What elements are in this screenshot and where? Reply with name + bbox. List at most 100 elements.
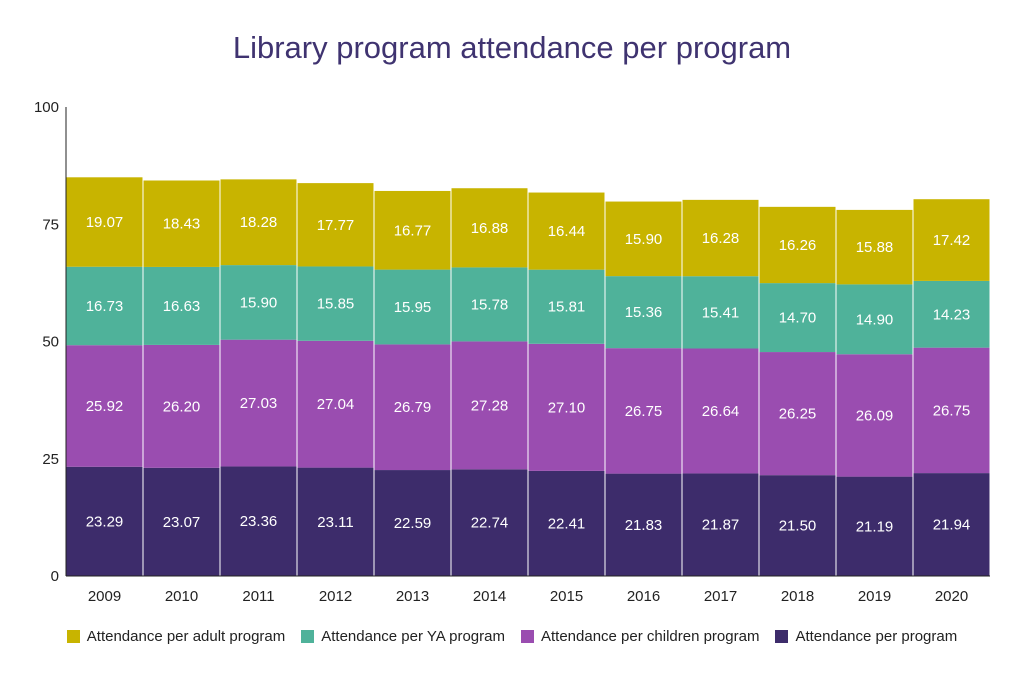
x-tick-label: 2016: [627, 588, 660, 605]
bar-value-label: 15.88: [856, 239, 894, 256]
legend-swatch: [775, 630, 789, 643]
bar-value-label: 26.75: [625, 403, 663, 420]
bar-value-label: 16.77: [394, 222, 432, 239]
x-tick-label: 2012: [319, 588, 352, 605]
bar-segment: [143, 467, 220, 576]
bar-value-label: 26.64: [702, 403, 740, 420]
legend-label: Attendance per YA program: [321, 628, 505, 645]
bar-value-label: 17.77: [317, 217, 355, 234]
bar-value-label: 21.50: [779, 518, 817, 535]
x-tick-label: 2011: [242, 588, 274, 605]
bar-value-label: 16.26: [779, 237, 817, 254]
bar-segment: [451, 469, 528, 576]
bar-segment: [143, 266, 220, 345]
legend-swatch: [520, 630, 534, 643]
bar-segment: [913, 199, 990, 281]
legend-swatch: [66, 630, 80, 643]
x-tick-label: 2010: [165, 588, 198, 605]
bar-value-label: 25.92: [86, 398, 124, 415]
bar-segment: [682, 348, 759, 474]
legend-item: Attendance per program: [775, 628, 957, 645]
bar-segment: [451, 341, 528, 470]
bar-segment: [682, 199, 759, 277]
bar-segment: [451, 267, 528, 342]
legend-item: Attendance per YA program: [301, 628, 505, 645]
bar-segment: [913, 473, 990, 576]
bar-segment: [66, 345, 143, 467]
x-tick-label: 2015: [550, 588, 583, 605]
legend-label: Attendance per adult program: [86, 628, 286, 645]
bar-segment: [528, 343, 605, 471]
bar-value-label: 26.25: [779, 406, 817, 423]
bar-segment: [297, 340, 374, 468]
bar-segment: [913, 347, 990, 474]
bar-value-label: 26.79: [394, 399, 432, 416]
legend-label: Attendance per program: [795, 628, 958, 645]
bar-segment: [913, 280, 990, 348]
bar-value-label: 23.29: [86, 513, 124, 530]
bar-value-label: 19.07: [86, 214, 124, 231]
bar-segment: [374, 190, 451, 270]
bar-segment: [759, 283, 836, 353]
bar-segment: [66, 266, 143, 346]
bar-segment: [528, 269, 605, 344]
x-tick-label: 2018: [781, 588, 814, 605]
bar-segment: [66, 177, 143, 267]
bar-value-label: 26.75: [933, 402, 971, 419]
bar-value-label: 15.95: [394, 299, 432, 316]
x-tick-label: 2017: [704, 588, 737, 605]
bar-value-label: 14.90: [856, 311, 894, 328]
bar-segment: [528, 192, 605, 270]
bar-segment: [605, 276, 682, 349]
bar-value-label: 23.11: [317, 514, 353, 531]
bar-value-label: 16.44: [548, 223, 586, 240]
bar-segment: [374, 269, 451, 345]
x-tick-label: 2013: [396, 588, 429, 605]
bar-segment: [528, 470, 605, 576]
bar-value-label: 16.63: [163, 298, 201, 315]
legend: Attendance per adult program Attendance p…: [0, 628, 1024, 645]
bar-segment: [220, 339, 297, 467]
legend-label: Attendance per children program: [540, 628, 760, 645]
bar-value-label: 15.36: [625, 304, 663, 321]
bar-segment: [220, 265, 297, 340]
bar-segment: [759, 475, 836, 576]
bar-value-label: 16.88: [471, 220, 509, 237]
x-tick-label: 2019: [858, 588, 891, 605]
bar-value-label: 15.81: [548, 299, 586, 316]
bar-value-label: 23.36: [240, 513, 278, 530]
chart-title: Library program attendance per program: [232, 30, 792, 65]
y-tick-label: 75: [42, 216, 59, 233]
bar-segment: [451, 188, 528, 268]
bar-value-label: 26.20: [163, 398, 201, 415]
y-tick-label: 50: [42, 334, 59, 351]
bar-value-label: 18.28: [240, 214, 278, 231]
bar-segment: [374, 470, 451, 576]
bar-value-label: 23.07: [163, 514, 201, 531]
bar-segment: [836, 209, 913, 285]
bar-value-label: 15.78: [471, 296, 509, 313]
bar-segment: [836, 284, 913, 355]
bar-segment: [759, 206, 836, 284]
bar-segment: [143, 344, 220, 468]
bar-value-label: 22.59: [394, 515, 432, 532]
bar-value-label: 22.41: [548, 515, 586, 532]
bar-segment: [374, 344, 451, 471]
bar-segment: [836, 476, 913, 576]
bar-segment: [220, 466, 297, 576]
bar-segment: [682, 276, 759, 349]
bar-value-label: 18.43: [163, 216, 201, 233]
legend-item: Attendance per children program: [520, 628, 760, 645]
bar-value-label: 15.85: [317, 296, 355, 313]
bar-value-label: 21.87: [702, 517, 740, 534]
x-tick-label: 2020: [935, 588, 968, 605]
bar-value-label: 21.19: [856, 518, 894, 535]
bar-value-label: 22.74: [471, 515, 509, 532]
bar-value-label: 27.28: [471, 397, 509, 414]
bar-value-label: 15.90: [240, 294, 278, 311]
bar-segment: [682, 473, 759, 576]
bar-segment: [297, 266, 374, 341]
bar-segment: [297, 467, 374, 576]
bar-segment: [66, 466, 143, 576]
